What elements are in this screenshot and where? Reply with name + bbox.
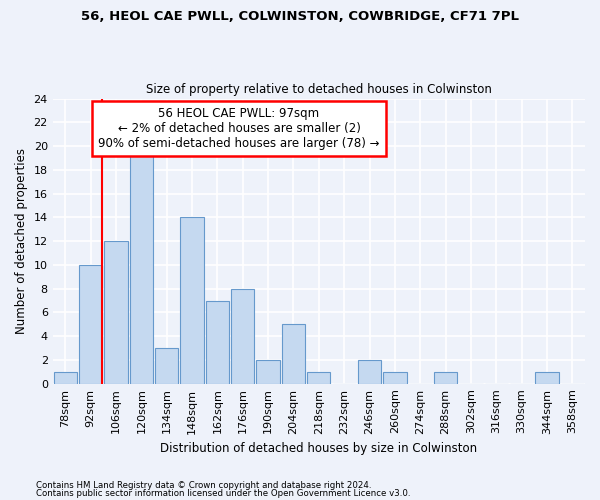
Text: Contains public sector information licensed under the Open Government Licence v3: Contains public sector information licen… xyxy=(36,488,410,498)
Bar xyxy=(358,360,381,384)
Y-axis label: Number of detached properties: Number of detached properties xyxy=(15,148,28,334)
Bar xyxy=(535,372,559,384)
Bar xyxy=(434,372,457,384)
Bar xyxy=(383,372,407,384)
Bar xyxy=(79,265,103,384)
Text: Contains HM Land Registry data © Crown copyright and database right 2024.: Contains HM Land Registry data © Crown c… xyxy=(36,481,371,490)
Title: Size of property relative to detached houses in Colwinston: Size of property relative to detached ho… xyxy=(146,83,492,96)
Bar xyxy=(231,288,254,384)
Bar xyxy=(181,218,204,384)
X-axis label: Distribution of detached houses by size in Colwinston: Distribution of detached houses by size … xyxy=(160,442,478,455)
Bar xyxy=(130,146,153,384)
Bar xyxy=(155,348,178,384)
Bar xyxy=(206,300,229,384)
Text: 56, HEOL CAE PWLL, COLWINSTON, COWBRIDGE, CF71 7PL: 56, HEOL CAE PWLL, COLWINSTON, COWBRIDGE… xyxy=(81,10,519,23)
Bar xyxy=(282,324,305,384)
Bar xyxy=(104,241,128,384)
Bar xyxy=(53,372,77,384)
Text: 56 HEOL CAE PWLL: 97sqm
← 2% of detached houses are smaller (2)
90% of semi-deta: 56 HEOL CAE PWLL: 97sqm ← 2% of detached… xyxy=(98,107,380,150)
Bar xyxy=(307,372,331,384)
Bar xyxy=(256,360,280,384)
